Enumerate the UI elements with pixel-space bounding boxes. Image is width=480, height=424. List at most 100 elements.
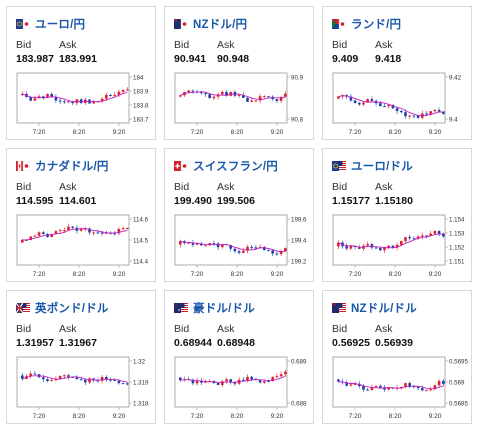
moving-average-line <box>338 95 444 117</box>
currency-pair-link[interactable]: ランド/円 <box>351 19 402 31</box>
card-header[interactable]: ユーロ/円 <box>16 16 85 32</box>
candle-body <box>50 234 53 237</box>
candle-body <box>187 242 190 244</box>
candle-body <box>179 241 182 245</box>
candle-body <box>100 377 104 381</box>
rate-card-zarjpy[interactable]: ランド/円 Bid Ask 9.409 9.418 9.42 9.4 7:20 8:2… <box>322 6 472 140</box>
currency-pair-link[interactable]: スイスフラン/円 <box>193 161 278 173</box>
ca-jp-flag-icon <box>16 161 30 171</box>
candle-body <box>58 100 62 102</box>
candle-body <box>263 381 266 383</box>
ask-label: Ask <box>59 181 77 193</box>
candlestick-chart[interactable]: 114.6 114.5 114.4 7:20 8:20 9:20 <box>13 211 153 279</box>
candle-body <box>258 246 262 248</box>
x-tick-label: 7:20 <box>191 271 204 278</box>
candle-body <box>349 245 353 249</box>
candlestick-chart[interactable]: 199.6 199.4 199.2 7:20 8:20 9:20 <box>171 211 311 279</box>
candle-body <box>263 96 266 98</box>
moving-average-line <box>180 375 286 384</box>
card-header[interactable]: NZドル/円 <box>174 16 247 32</box>
candle-body <box>187 90 190 93</box>
y-tick-label: 183.9 <box>133 89 149 96</box>
currency-pair-link[interactable]: カナダドル/円 <box>35 161 109 173</box>
card-header[interactable]: ユーロ/ドル <box>332 158 413 174</box>
y-tick-label: 1.151 <box>449 259 465 266</box>
candle-body <box>442 111 445 114</box>
candle-body <box>92 101 95 104</box>
currency-pair-link[interactable]: 英ポンド/ドル <box>35 303 109 315</box>
moving-average-line <box>180 91 286 100</box>
candle-body <box>88 378 91 383</box>
rate-card-eurusd[interactable]: ユーロ/ドル Bid Ask 1.15177 1.15180 1.154 1.15… <box>322 148 472 282</box>
rate-card-nzdjpy[interactable]: NZドル/円 Bid Ask 90.941 90.948 90.9 90.8 7:2… <box>164 6 314 140</box>
card-header[interactable]: カナダドル/円 <box>16 158 109 174</box>
x-tick-label: 9:20 <box>429 413 442 420</box>
x-tick-label: 9:20 <box>271 271 284 278</box>
bid-value: 1.15177 <box>332 195 370 207</box>
candle-body <box>233 248 237 252</box>
rate-card-cadjpy[interactable]: カナダドル/円 Bid Ask 114.595 114.601 114.6 114… <box>6 148 156 282</box>
candlestick-chart[interactable]: 9.42 9.4 7:20 8:20 9:20 <box>329 69 469 137</box>
y-tick-label: 9.42 <box>449 75 462 82</box>
plot-area <box>16 214 130 266</box>
candle-body <box>229 379 232 383</box>
candle-body <box>345 382 348 386</box>
currency-pair-link[interactable]: ユーロ/ドル <box>351 161 413 173</box>
candle-body <box>113 94 116 96</box>
candle-body <box>404 237 407 242</box>
candle-body <box>275 99 279 101</box>
candle-body <box>21 375 24 379</box>
bid-value: 199.490 <box>174 195 212 207</box>
candle-body <box>21 93 24 95</box>
bid-value: 114.595 <box>16 195 54 207</box>
candle-body <box>126 89 129 91</box>
currency-pair-link[interactable]: 豪ドル/ドル <box>193 303 255 315</box>
candle-body <box>383 247 386 251</box>
candle-body <box>437 231 441 234</box>
card-header[interactable]: 豪ドル/ドル <box>174 300 255 316</box>
rate-card-eurjpy[interactable]: ユーロ/円 Bid Ask 183.987 183.991 184 183.9 18… <box>6 6 156 140</box>
card-header[interactable]: スイスフラン/円 <box>174 158 278 174</box>
currency-pair-link[interactable]: ユーロ/円 <box>35 19 86 31</box>
candle-body <box>179 95 182 97</box>
candlestick-chart[interactable]: 0.689 0.688 7:20 8:20 9:20 <box>171 353 311 421</box>
candle-body <box>442 380 445 384</box>
card-header[interactable]: NZドル/ドル <box>332 300 417 316</box>
rate-card-chfjpy[interactable]: スイスフラン/円 Bid Ask 199.490 199.506 199.6 19… <box>164 148 314 282</box>
candle-body <box>400 386 403 388</box>
candle-body <box>212 96 216 99</box>
candlestick-chart[interactable]: 184 183.9 183.8 183.7 7:20 8:20 9:20 <box>13 69 153 137</box>
currency-pair-link[interactable]: NZドル/円 <box>193 19 248 31</box>
candle-body <box>42 232 45 234</box>
card-header[interactable]: 英ポンド/ドル <box>16 300 109 316</box>
x-tick-label: 9:20 <box>429 271 442 278</box>
ch-jp-flag-icon <box>174 161 188 171</box>
candle-body <box>421 235 424 237</box>
currency-pair-link[interactable]: NZドル/ドル <box>351 303 417 315</box>
bid-value: 90.941 <box>174 53 207 65</box>
candle-body <box>416 236 420 239</box>
candle-body <box>387 104 390 107</box>
candlestick-chart[interactable]: 0.5695 0.569 0.5685 7:20 8:20 9:20 <box>329 353 469 421</box>
candle-body <box>279 96 283 101</box>
card-header[interactable]: ランド/円 <box>332 16 401 32</box>
x-tick-label: 7:20 <box>33 413 46 420</box>
candle-body <box>29 373 32 377</box>
candle-body <box>267 381 270 383</box>
candle-body <box>349 96 353 101</box>
rate-card-audusd[interactable]: 豪ドル/ドル Bid Ask 0.68944 0.68948 0.689 0.68… <box>164 290 314 424</box>
candle-body <box>358 246 361 249</box>
candle-body <box>225 92 228 96</box>
rate-card-gbpusd[interactable]: 英ポンド/ドル Bid Ask 1.31957 1.31967 1.32 1.31… <box>6 290 156 424</box>
candle-body <box>117 228 121 234</box>
rate-card-nzdusd[interactable]: NZドル/ドル Bid Ask 0.56925 0.56939 0.5695 0.… <box>322 290 472 424</box>
candlestick-chart[interactable]: 1.32 1.319 1.318 7:20 8:20 9:20 <box>13 353 153 421</box>
y-tick-label: 183.8 <box>133 103 149 110</box>
moving-average-line <box>22 228 128 241</box>
candle-body <box>204 245 207 247</box>
candlestick-chart[interactable]: 1.154 1.153 1.152 1.151 7:20 8:20 9:20 <box>329 211 469 279</box>
candlestick-chart[interactable]: 90.9 90.8 7:20 8:20 9:20 <box>171 69 311 137</box>
candle-body <box>54 97 58 101</box>
candle-body <box>79 379 83 381</box>
candle-body <box>42 377 45 380</box>
